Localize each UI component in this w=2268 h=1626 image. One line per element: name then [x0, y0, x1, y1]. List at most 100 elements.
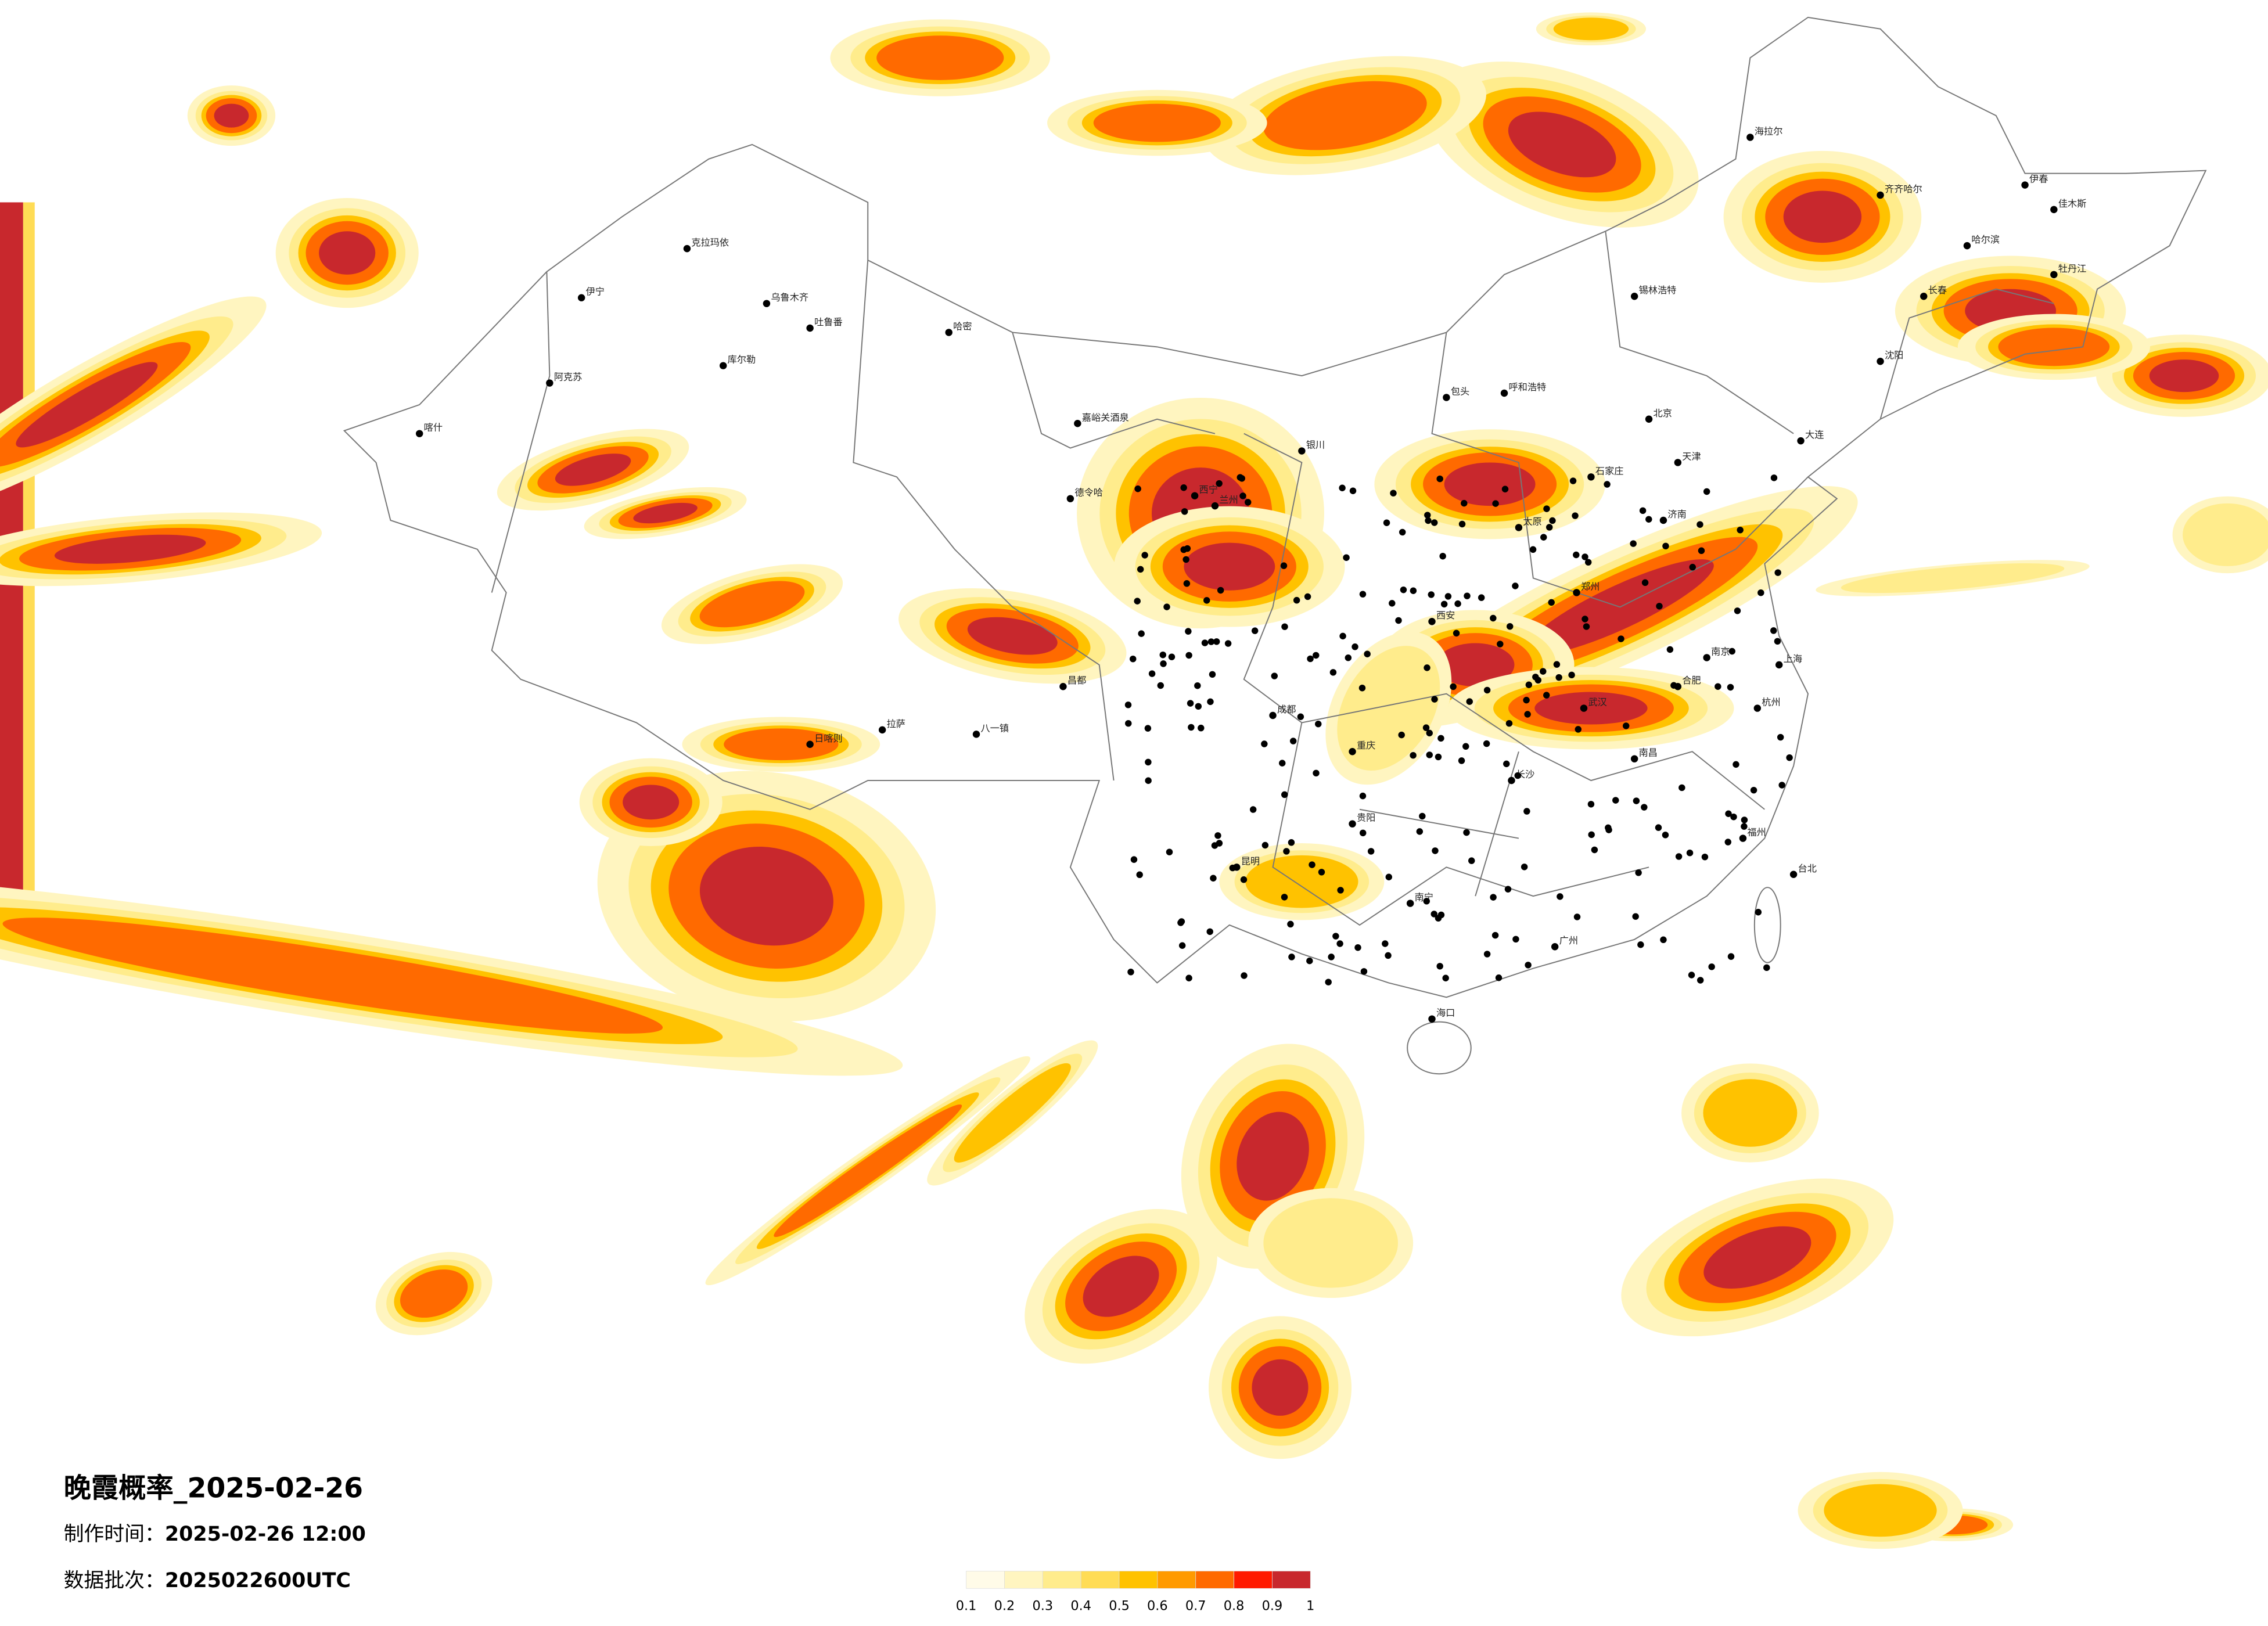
province-border — [491, 231, 2054, 926]
city-dot — [1763, 964, 1770, 972]
city-dot — [1432, 847, 1439, 854]
city-dot — [1130, 856, 1138, 863]
city-dot — [1741, 816, 1748, 823]
city-dot — [1491, 931, 1499, 939]
city-dot — [1406, 900, 1414, 907]
city-label: 昆明 — [1241, 855, 1260, 866]
city-dot — [1440, 600, 1448, 608]
city-label: 八一镇 — [980, 722, 1009, 733]
legend-tick-label: 0.7 — [1185, 1599, 1206, 1614]
probability-area — [1263, 1198, 1398, 1288]
city-dot — [1703, 654, 1710, 661]
probability-area — [1245, 855, 1358, 908]
city-label: 台北 — [1798, 863, 1817, 874]
city-dot — [1209, 671, 1216, 678]
city-dot — [763, 300, 771, 307]
city-dot — [1507, 623, 1514, 630]
city-dot — [1211, 502, 1219, 510]
city-dot — [1239, 492, 1246, 499]
city-dot — [1698, 547, 1705, 554]
probability-area — [319, 231, 376, 275]
legend-tick-label: 0.4 — [1070, 1599, 1091, 1614]
probability-field — [0, 12, 2268, 1549]
city-dot — [1715, 683, 1721, 690]
city-dot — [1367, 848, 1375, 855]
city-dot — [1770, 627, 1777, 634]
probability-area — [1184, 542, 1275, 591]
probability-area — [2183, 503, 2268, 566]
city-dot — [1359, 792, 1367, 800]
legend-swatch — [1080, 1571, 1120, 1589]
probability-area — [54, 534, 206, 564]
city-dot — [1545, 524, 1553, 531]
city-dot — [1389, 600, 1396, 607]
city-dot — [1877, 191, 1884, 199]
city-dot — [1269, 711, 1277, 720]
city-dot — [1419, 812, 1426, 820]
city-dot — [1777, 733, 1784, 741]
legend-tick-label: 0.8 — [1224, 1599, 1245, 1614]
city-dot — [1426, 751, 1433, 758]
city-dot — [1360, 968, 1368, 975]
city-dot — [1495, 974, 1503, 981]
city-dot — [1450, 683, 1457, 690]
city-label: 德令哈 — [1074, 487, 1103, 498]
city-dot — [1483, 740, 1490, 747]
city-dot — [1422, 724, 1430, 731]
city-dot — [1416, 828, 1424, 835]
city-dot — [1159, 651, 1167, 659]
city-dot — [1428, 618, 1436, 625]
city-dot — [1757, 589, 1764, 596]
city-label: 佳木斯 — [2058, 198, 2087, 209]
city-dot — [1436, 475, 1443, 483]
city-dot — [1588, 831, 1595, 839]
city-dot — [1349, 487, 1357, 494]
city-dot — [1548, 599, 1555, 606]
city-dot — [1453, 629, 1460, 637]
probability-area — [1252, 1359, 1309, 1416]
legend-tick-label: 0.3 — [1032, 1599, 1053, 1614]
city-dot — [1770, 474, 1778, 481]
city-dot — [1443, 394, 1450, 401]
city-dot — [1662, 832, 1669, 839]
city-dot — [1279, 760, 1286, 767]
city-label: 合肥 — [1682, 675, 1701, 686]
probability-area — [774, 1104, 962, 1238]
city-label: 牡丹江 — [2058, 263, 2087, 274]
city-dot — [1737, 526, 1744, 534]
city-dot — [1313, 769, 1320, 777]
city-dot — [1503, 760, 1510, 768]
city-dot — [1216, 840, 1223, 847]
city-dot — [1249, 806, 1257, 813]
city-dot — [683, 244, 691, 253]
probability-area — [1083, 1256, 1159, 1317]
city-dot — [1463, 829, 1470, 836]
city-dot — [1746, 134, 1754, 141]
city-dot — [1632, 913, 1639, 920]
legend: 0.1 0.2 0.3 0.4 0.5 0.6 0.7 0.8 0.9 1 — [956, 1571, 1314, 1614]
boundaries — [343, 16, 2207, 1075]
city-dot — [1724, 839, 1732, 846]
city-dot — [415, 430, 423, 437]
city-dot — [1591, 846, 1598, 854]
city-dot — [1641, 579, 1649, 587]
city-dot — [1180, 546, 1187, 553]
city-dot — [1217, 587, 1224, 594]
city-dot — [1216, 480, 1223, 487]
city-dot — [1622, 722, 1630, 729]
city-dot — [1177, 919, 1184, 926]
city-label: 吐鲁番 — [814, 316, 843, 328]
city-dot — [1733, 761, 1739, 768]
city-dot — [1201, 639, 1209, 646]
city-dot — [1708, 963, 1715, 970]
city-dot — [1454, 600, 1461, 607]
city-dot — [1575, 726, 1582, 733]
probability-area — [1093, 103, 1221, 142]
legend-tick-label: 0.2 — [994, 1599, 1015, 1614]
city-label: 克拉玛依 — [691, 237, 729, 248]
city-dot — [1163, 603, 1170, 610]
city-dot — [1551, 943, 1559, 951]
city-dot — [1555, 674, 1562, 681]
city-dot — [577, 294, 585, 301]
probability-area — [1436, 643, 1515, 687]
